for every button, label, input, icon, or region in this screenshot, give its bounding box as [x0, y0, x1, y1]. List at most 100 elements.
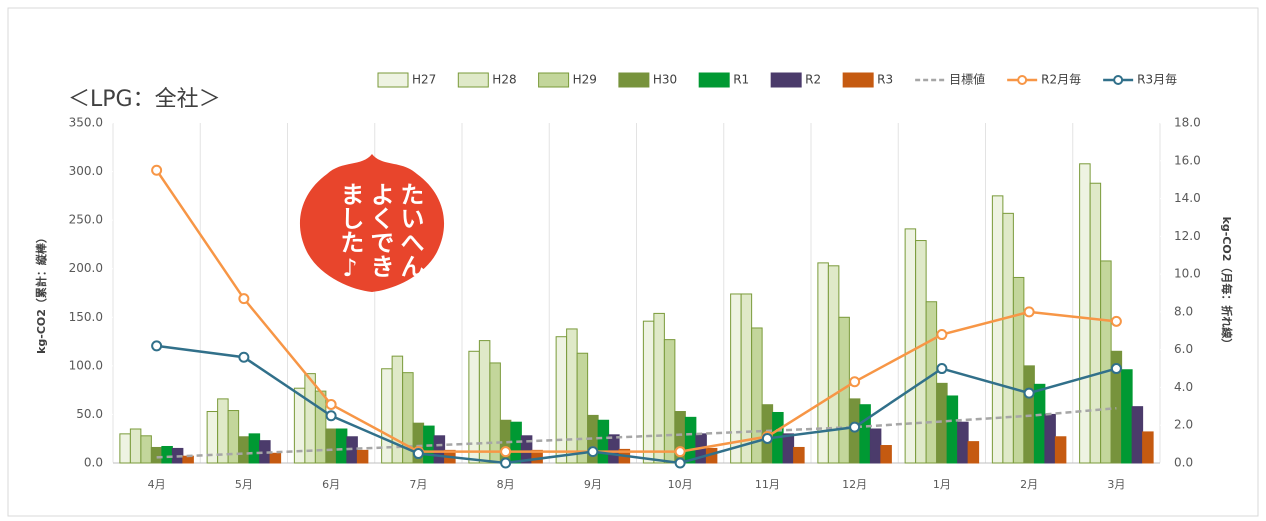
bar — [740, 293, 753, 464]
bar — [782, 433, 795, 464]
bar — [325, 428, 337, 464]
legend-label: R2 — [805, 73, 821, 87]
marker — [936, 329, 948, 341]
line — [156, 344, 1117, 465]
legend-item: H29 — [538, 72, 597, 88]
x-tick-label: 1月 — [933, 478, 951, 491]
bar — [468, 350, 480, 464]
y2-tick-label: 4.0 — [1174, 380, 1193, 394]
bar — [1033, 383, 1046, 464]
bar — [936, 382, 948, 464]
legend-swatch — [618, 72, 650, 88]
legend-swatch — [377, 72, 409, 88]
bar — [817, 262, 829, 464]
legend-label: R1 — [733, 73, 749, 87]
y2-tick-label: 14.0 — [1174, 191, 1201, 205]
legend-item: H27 — [377, 72, 436, 88]
legend-swatch — [457, 72, 489, 88]
x-tick-label: 12月 — [842, 478, 867, 491]
legend-label: H28 — [492, 73, 516, 87]
x-tick-label: 9月 — [584, 478, 602, 491]
y-axis-label: kg-CO2（累計：縦棒） — [34, 232, 48, 354]
stamp-shape — [299, 154, 445, 292]
bar — [1100, 260, 1112, 464]
bar — [751, 327, 763, 464]
marker — [587, 446, 599, 458]
y-tick-label: 0.0 — [84, 456, 103, 470]
legend-item: 目標値 — [915, 72, 985, 87]
y-tick-label: 200.0 — [69, 261, 103, 275]
bar — [1121, 369, 1133, 464]
bar — [433, 435, 446, 464]
bar — [356, 449, 369, 464]
bar — [531, 449, 543, 464]
legend-label: 目標値 — [949, 72, 985, 87]
bar — [793, 446, 805, 464]
bar — [838, 316, 850, 464]
legend-item: R2 — [770, 72, 821, 88]
y-tick-label: 50.0 — [76, 407, 103, 421]
bar — [991, 195, 1004, 464]
marker — [325, 398, 337, 410]
bar — [827, 265, 840, 464]
x-tick-label: 8月 — [497, 478, 515, 491]
legend-label: R3 — [877, 73, 893, 87]
bar — [161, 445, 173, 464]
marker — [238, 351, 250, 363]
bar — [402, 372, 414, 464]
bar — [1079, 163, 1091, 464]
y2-tick-label: 2.0 — [1174, 418, 1193, 432]
bar — [1054, 436, 1067, 464]
bar — [869, 428, 882, 464]
bar — [269, 452, 282, 464]
x-tick-label: 5月 — [235, 478, 253, 491]
legend-item: H28 — [457, 72, 517, 88]
x-tick-label: 4月 — [148, 478, 166, 491]
bar — [730, 293, 742, 464]
stamp-text: たいへん — [396, 182, 424, 278]
legend: H27 H28 H29 H30 R1 R2 R3 目標値 R2月毎 R3月毎 — [377, 72, 1177, 88]
line — [156, 406, 1117, 459]
marker — [500, 446, 512, 458]
legend-item: R3 — [842, 72, 893, 88]
bar — [642, 320, 655, 464]
bar — [576, 352, 589, 464]
line — [155, 169, 1117, 453]
y-tick-label: 300.0 — [69, 164, 103, 178]
legend-item: R3月毎 — [1103, 72, 1177, 87]
marker — [936, 363, 948, 375]
marker — [674, 446, 686, 458]
bar — [1131, 406, 1144, 464]
x-tick-label: 7月 — [409, 478, 427, 491]
legend-item: R2月毎 — [1007, 72, 1081, 87]
bar — [238, 436, 250, 464]
marker — [849, 376, 861, 388]
bar — [915, 240, 927, 464]
marker — [325, 410, 337, 422]
y2-tick-label: 18.0 — [1174, 116, 1201, 130]
bar — [129, 428, 142, 464]
marker — [849, 421, 861, 433]
y2-tick-label: 6.0 — [1174, 342, 1193, 356]
bar — [608, 434, 620, 464]
stamp-text: ました♪ — [336, 182, 364, 282]
bar — [119, 433, 131, 464]
y-tick-label: 250.0 — [69, 213, 103, 227]
marker — [151, 164, 163, 176]
bar — [150, 446, 163, 464]
y2-tick-label: 10.0 — [1174, 267, 1201, 281]
y2-tick-label: 12.0 — [1174, 229, 1201, 243]
bar — [859, 404, 871, 464]
x-tick-label: 3月 — [1107, 478, 1125, 491]
bar — [1142, 431, 1154, 464]
bar — [946, 395, 959, 464]
bar — [653, 312, 665, 464]
legend-item: H30 — [618, 72, 677, 88]
marker — [761, 432, 773, 444]
bar — [248, 433, 261, 464]
legend-swatch — [770, 72, 802, 88]
marker — [500, 457, 512, 469]
y2-tick-label: 8.0 — [1174, 304, 1193, 318]
